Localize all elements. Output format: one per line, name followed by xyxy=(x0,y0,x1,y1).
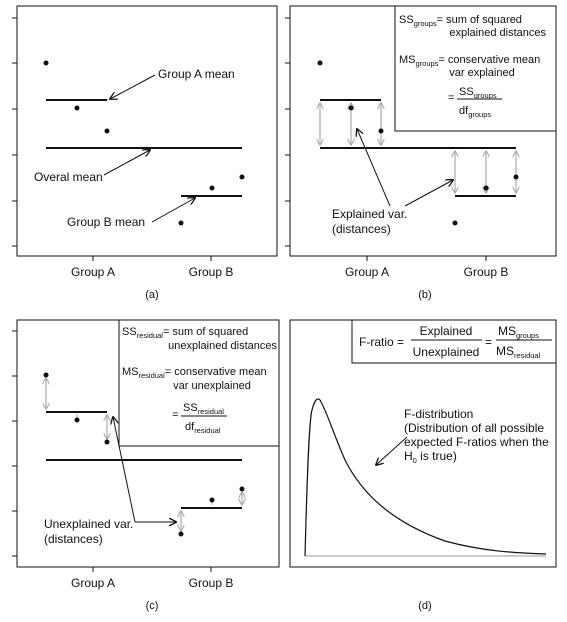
fraction-denominator: dfgroups xyxy=(459,105,491,119)
fraction-numerator: SSresidual xyxy=(183,402,224,416)
x-tick-label-group-a: Group A xyxy=(71,576,115,590)
panel-c-y-ticks xyxy=(12,330,17,557)
data-point xyxy=(452,220,458,226)
explained-var-arrow-a xyxy=(357,129,391,207)
f-distribution-label-line2: (Distribution of all possible xyxy=(404,421,544,435)
group-a-mean-arrow xyxy=(110,74,156,99)
ms-residual-equals: = xyxy=(172,409,178,421)
data-point xyxy=(317,60,323,66)
f-distribution-curve xyxy=(304,398,547,557)
ms-groups-definition-line2: var explained xyxy=(449,67,514,79)
panel-d: F-ratio = Explained Unexplained = MSgrou… xyxy=(289,319,557,612)
ss-groups-box xyxy=(394,5,557,132)
data-point xyxy=(74,417,80,423)
data-point xyxy=(178,220,184,226)
explained-var-label-line2: (distances) xyxy=(332,222,391,236)
f-distribution-label-line3: expected F-ratios when the xyxy=(404,435,549,449)
data-point xyxy=(74,105,80,111)
data-point xyxy=(209,497,215,503)
panel-a-frame xyxy=(16,5,278,257)
panel-a-y-ticks xyxy=(12,17,17,247)
f-ratio-numerator: Explained xyxy=(420,324,473,338)
panel-b-caption: (b) xyxy=(418,289,431,301)
panel-c-points xyxy=(43,372,245,537)
x-tick-label-group-a: Group A xyxy=(345,265,389,279)
ss-residual-box xyxy=(118,319,280,447)
data-point xyxy=(239,174,245,180)
panel-a-caption: (a) xyxy=(145,289,158,301)
fraction-denominator: dfresidual xyxy=(185,421,221,435)
ms-groups-equals: = xyxy=(448,92,454,104)
f-distribution-label-line1: F-distribution xyxy=(404,407,473,421)
explained-var-arrow-b xyxy=(404,180,453,207)
panel-c-x-ticks xyxy=(92,567,212,572)
panel-c-caption: (c) xyxy=(146,600,159,612)
unexplained-var-label-line2: (distances) xyxy=(44,532,103,546)
ss-residual-definition-line1: SSresidual= sum of squared xyxy=(122,326,248,340)
panel-d-caption: (d) xyxy=(418,600,431,612)
ss-groups-definition-line1: SSgroups= sum of squared xyxy=(399,14,522,28)
f-ratio-box xyxy=(351,319,557,364)
unexplained-var-arrow-a xyxy=(113,417,136,523)
data-point xyxy=(178,531,184,537)
data-point xyxy=(483,185,489,191)
explained-var-label-line1: Explained var. xyxy=(332,207,407,221)
data-point xyxy=(239,486,245,492)
data-point xyxy=(43,372,49,378)
f-ratio-denominator: Unexplained xyxy=(413,345,480,359)
panel-a-x-ticks xyxy=(92,256,212,261)
ms-residual-definition-line1: MSresidual= conservative mean xyxy=(122,366,267,380)
group-b-mean-arrow xyxy=(151,198,195,223)
data-point xyxy=(43,60,49,66)
ms-groups-definition-line1: MSgroups= conservative mean xyxy=(399,54,540,68)
panel-b: SSgroups= sum of squared explained dista… xyxy=(285,5,557,301)
ms-residual-definition-line2: var unexplained xyxy=(173,380,251,392)
ss-groups-definition-line2: explained distances xyxy=(449,27,546,39)
f-ratio-equals: = xyxy=(485,335,492,349)
data-point xyxy=(513,174,519,180)
ss-residual-definition-line2: unexplained distances xyxy=(168,340,277,352)
x-tick-label-group-a: Group A xyxy=(71,265,115,279)
group-a-mean-label: Group A mean xyxy=(158,67,235,81)
panel-a: Group A mean Overal mean Group B mean Gr… xyxy=(12,5,278,301)
group-b-mean-label: Group B mean xyxy=(67,215,145,229)
panel-c: SSresidual= sum of squared unexplained d… xyxy=(12,319,280,612)
data-point xyxy=(104,439,110,445)
f-distribution-arrow xyxy=(376,436,408,465)
fraction-numerator: SSgroups xyxy=(459,86,497,100)
panel-b-points xyxy=(317,60,519,226)
ms-groups-numerator: MSgroups xyxy=(498,324,539,340)
x-tick-label-group-b: Group B xyxy=(189,265,234,279)
x-tick-label-group-b: Group B xyxy=(464,265,509,279)
panel-b-x-ticks xyxy=(366,256,487,261)
data-point xyxy=(209,185,215,191)
data-point xyxy=(378,128,384,134)
unexplained-var-label-line1: Unexplained var. xyxy=(44,517,133,531)
f-ratio-lhs: F-ratio = xyxy=(359,335,404,349)
overall-mean-arrow xyxy=(103,150,150,176)
overall-mean-label: Overal mean xyxy=(34,170,103,184)
unexplained-distance-arrows xyxy=(46,378,242,531)
f-distribution-label-line4: H0 is true) xyxy=(404,449,457,465)
x-tick-label-group-b: Group B xyxy=(189,576,234,590)
data-point xyxy=(348,105,354,111)
panel-a-points xyxy=(43,60,245,226)
data-point xyxy=(104,128,110,134)
ms-residual-denominator: MSresidual xyxy=(496,344,541,360)
panel-b-y-ticks xyxy=(285,17,290,247)
